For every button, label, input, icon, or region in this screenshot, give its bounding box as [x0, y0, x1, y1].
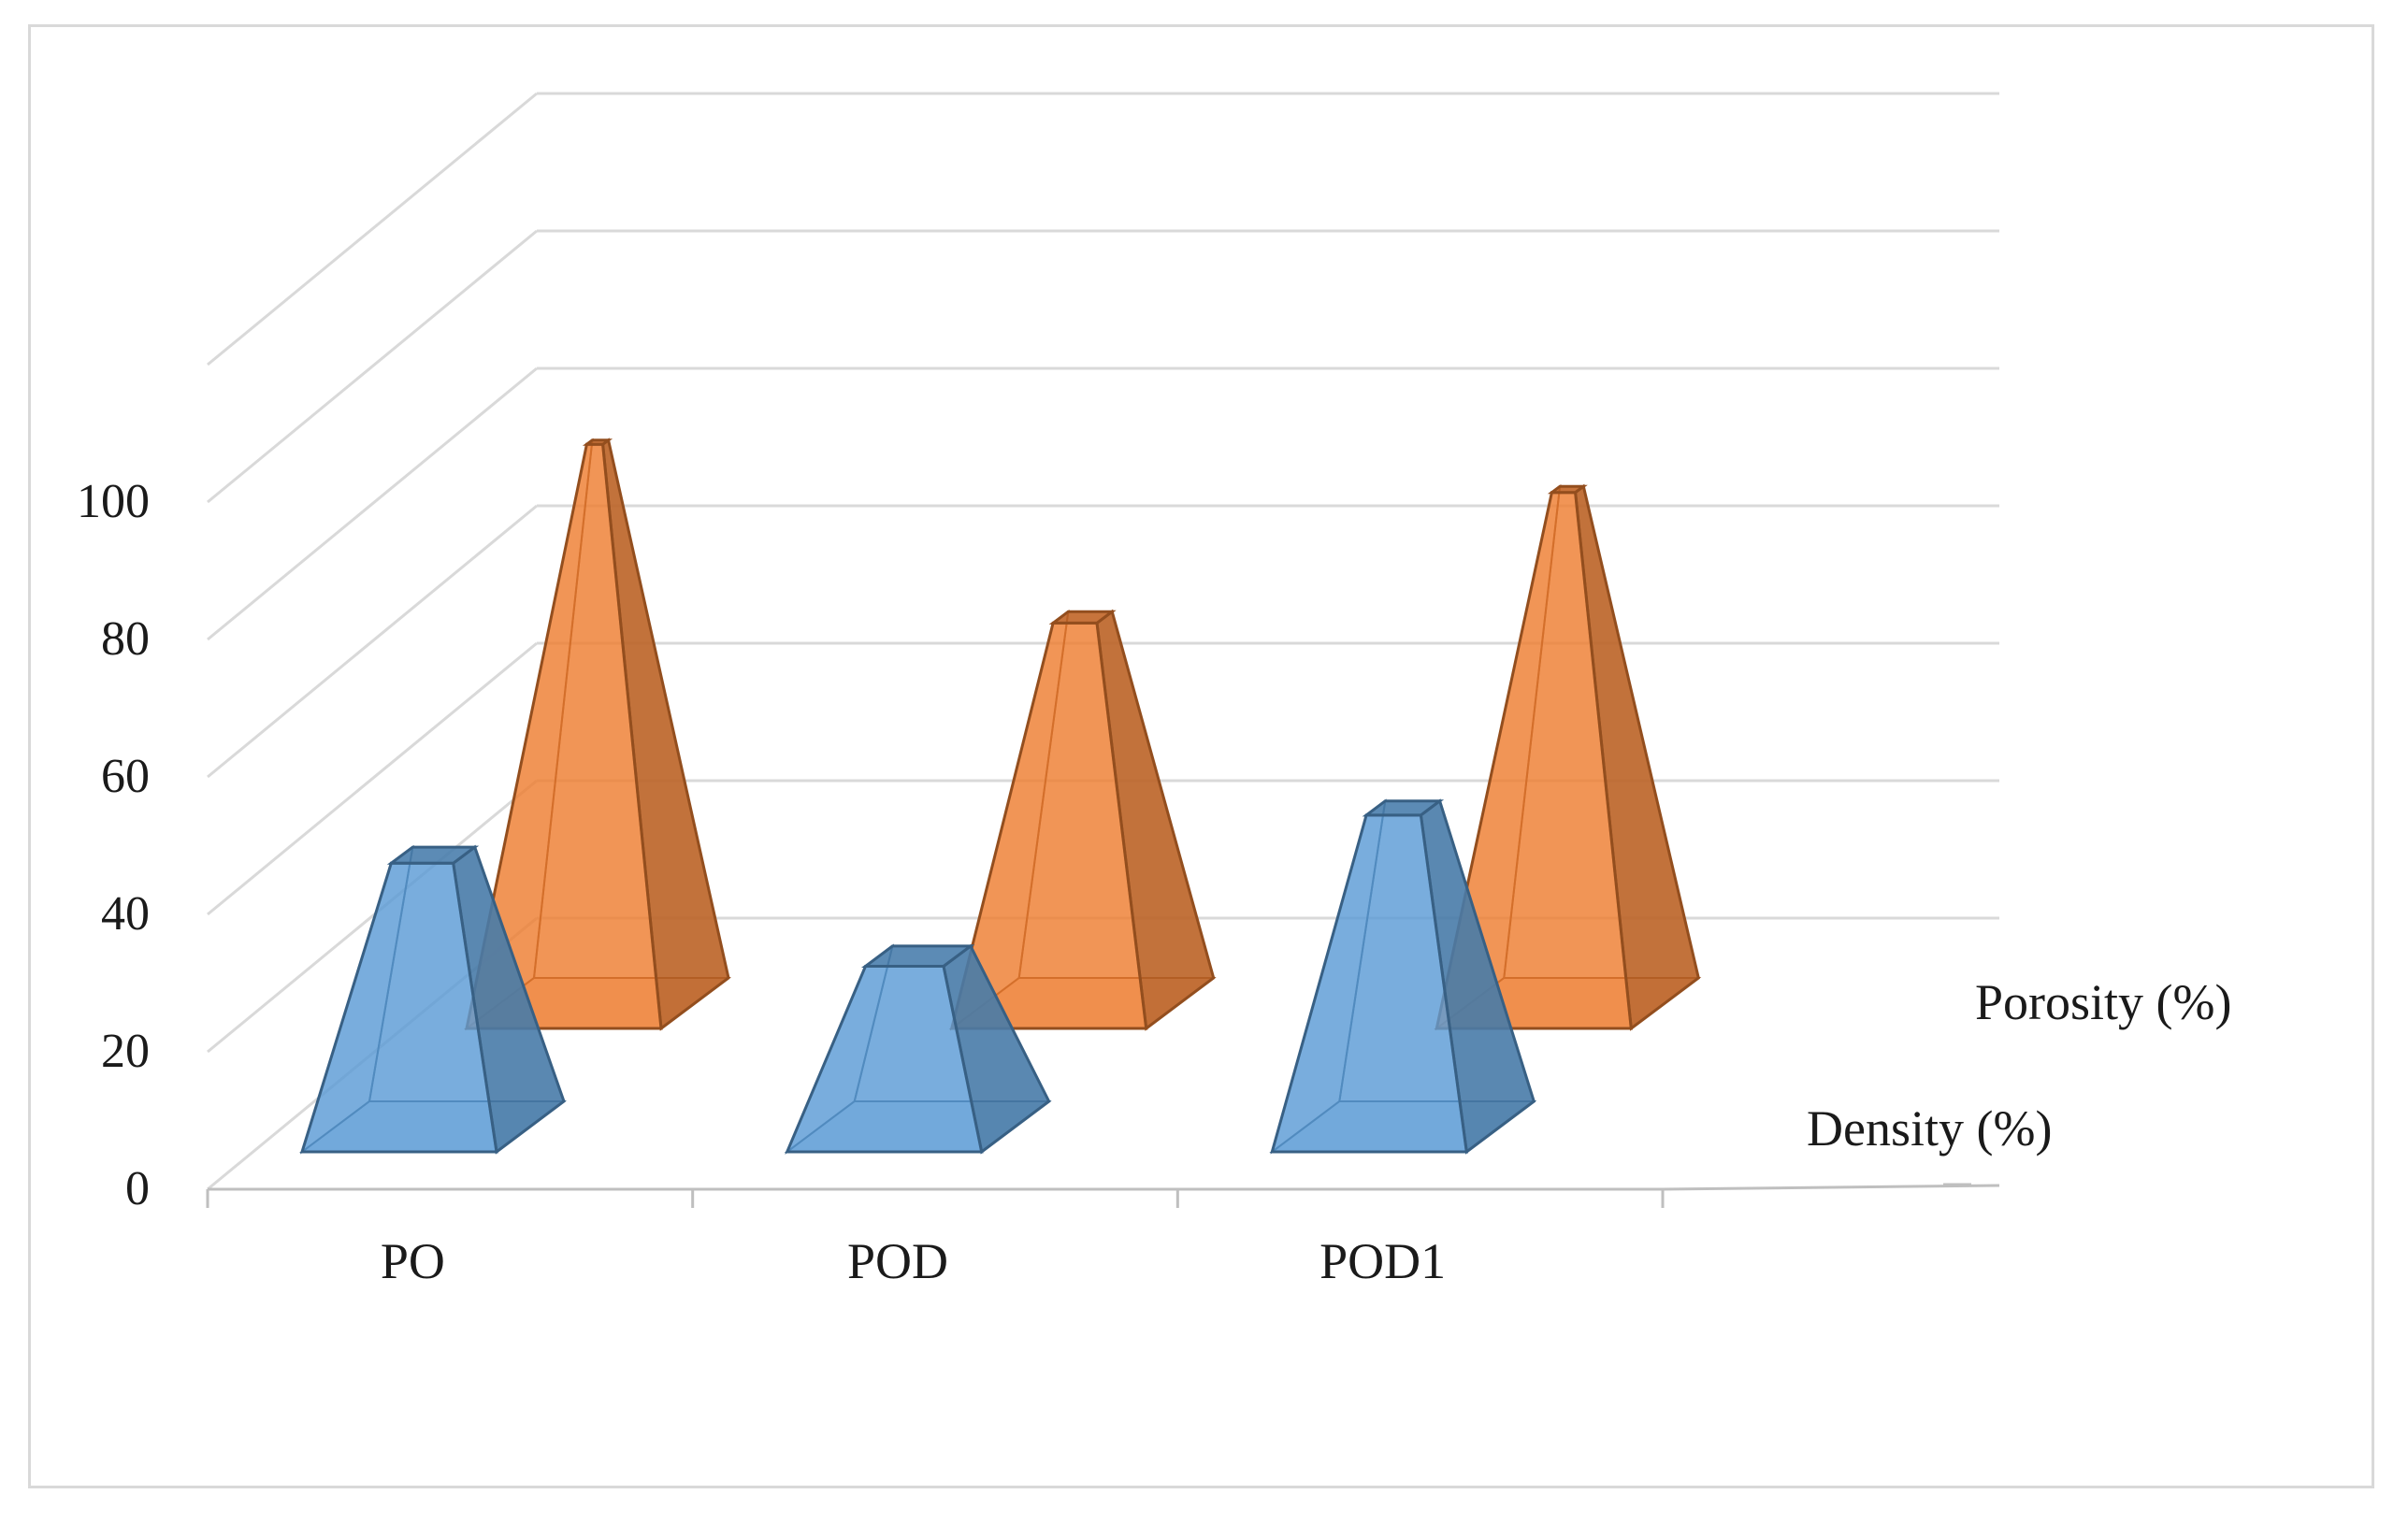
bar-porosity-pod [948, 609, 1217, 1031]
y-tick-label: 20 [101, 1025, 150, 1078]
y-tick-label: 60 [101, 750, 150, 803]
bar-density-po [299, 844, 567, 1155]
gridlines [207, 92, 2000, 1191]
floor-right-edge [1662, 1184, 2000, 1191]
axes [206, 1183, 1971, 1208]
bar-porosity-po-top [582, 438, 613, 446]
bar-density-pod-top [860, 944, 975, 968]
bar-porosity-pod-top [1048, 610, 1117, 625]
y-tick-label: 80 [101, 612, 150, 666]
side-gridline-120 [207, 92, 538, 366]
bar-density-pod1 [1269, 798, 1537, 1155]
y-tick-label: 100 [77, 475, 150, 528]
y-tick-label: 0 [125, 1162, 150, 1215]
side-gridline-60 [207, 504, 538, 779]
bar-density-po-top [386, 845, 480, 865]
series-label: Porosity (%) [1975, 974, 2231, 1030]
side-gridline-80 [207, 366, 538, 641]
x-category-label: POD1 [1319, 1233, 1446, 1289]
bar-porosity-pod1-top [1547, 484, 1588, 495]
bar-density-pod [784, 943, 1052, 1156]
side-gridline-20 [207, 779, 538, 1054]
bar-porosity-po [464, 438, 731, 1031]
series-label: Density (%) [1807, 1100, 2052, 1157]
bar-density-pod1-top [1362, 799, 1445, 817]
x-category-label: POD [847, 1233, 948, 1289]
bars [299, 438, 1702, 1156]
side-gridline-100 [207, 229, 538, 504]
y-tick-label: 40 [101, 887, 150, 941]
side-gridline-40 [207, 641, 538, 916]
x-category-label: PO [381, 1233, 445, 1289]
labels: 0 20 40 60 80 100 PO POD POD1 Density (%) Porosity… [77, 475, 2231, 1289]
chart-frame [28, 24, 2374, 1488]
